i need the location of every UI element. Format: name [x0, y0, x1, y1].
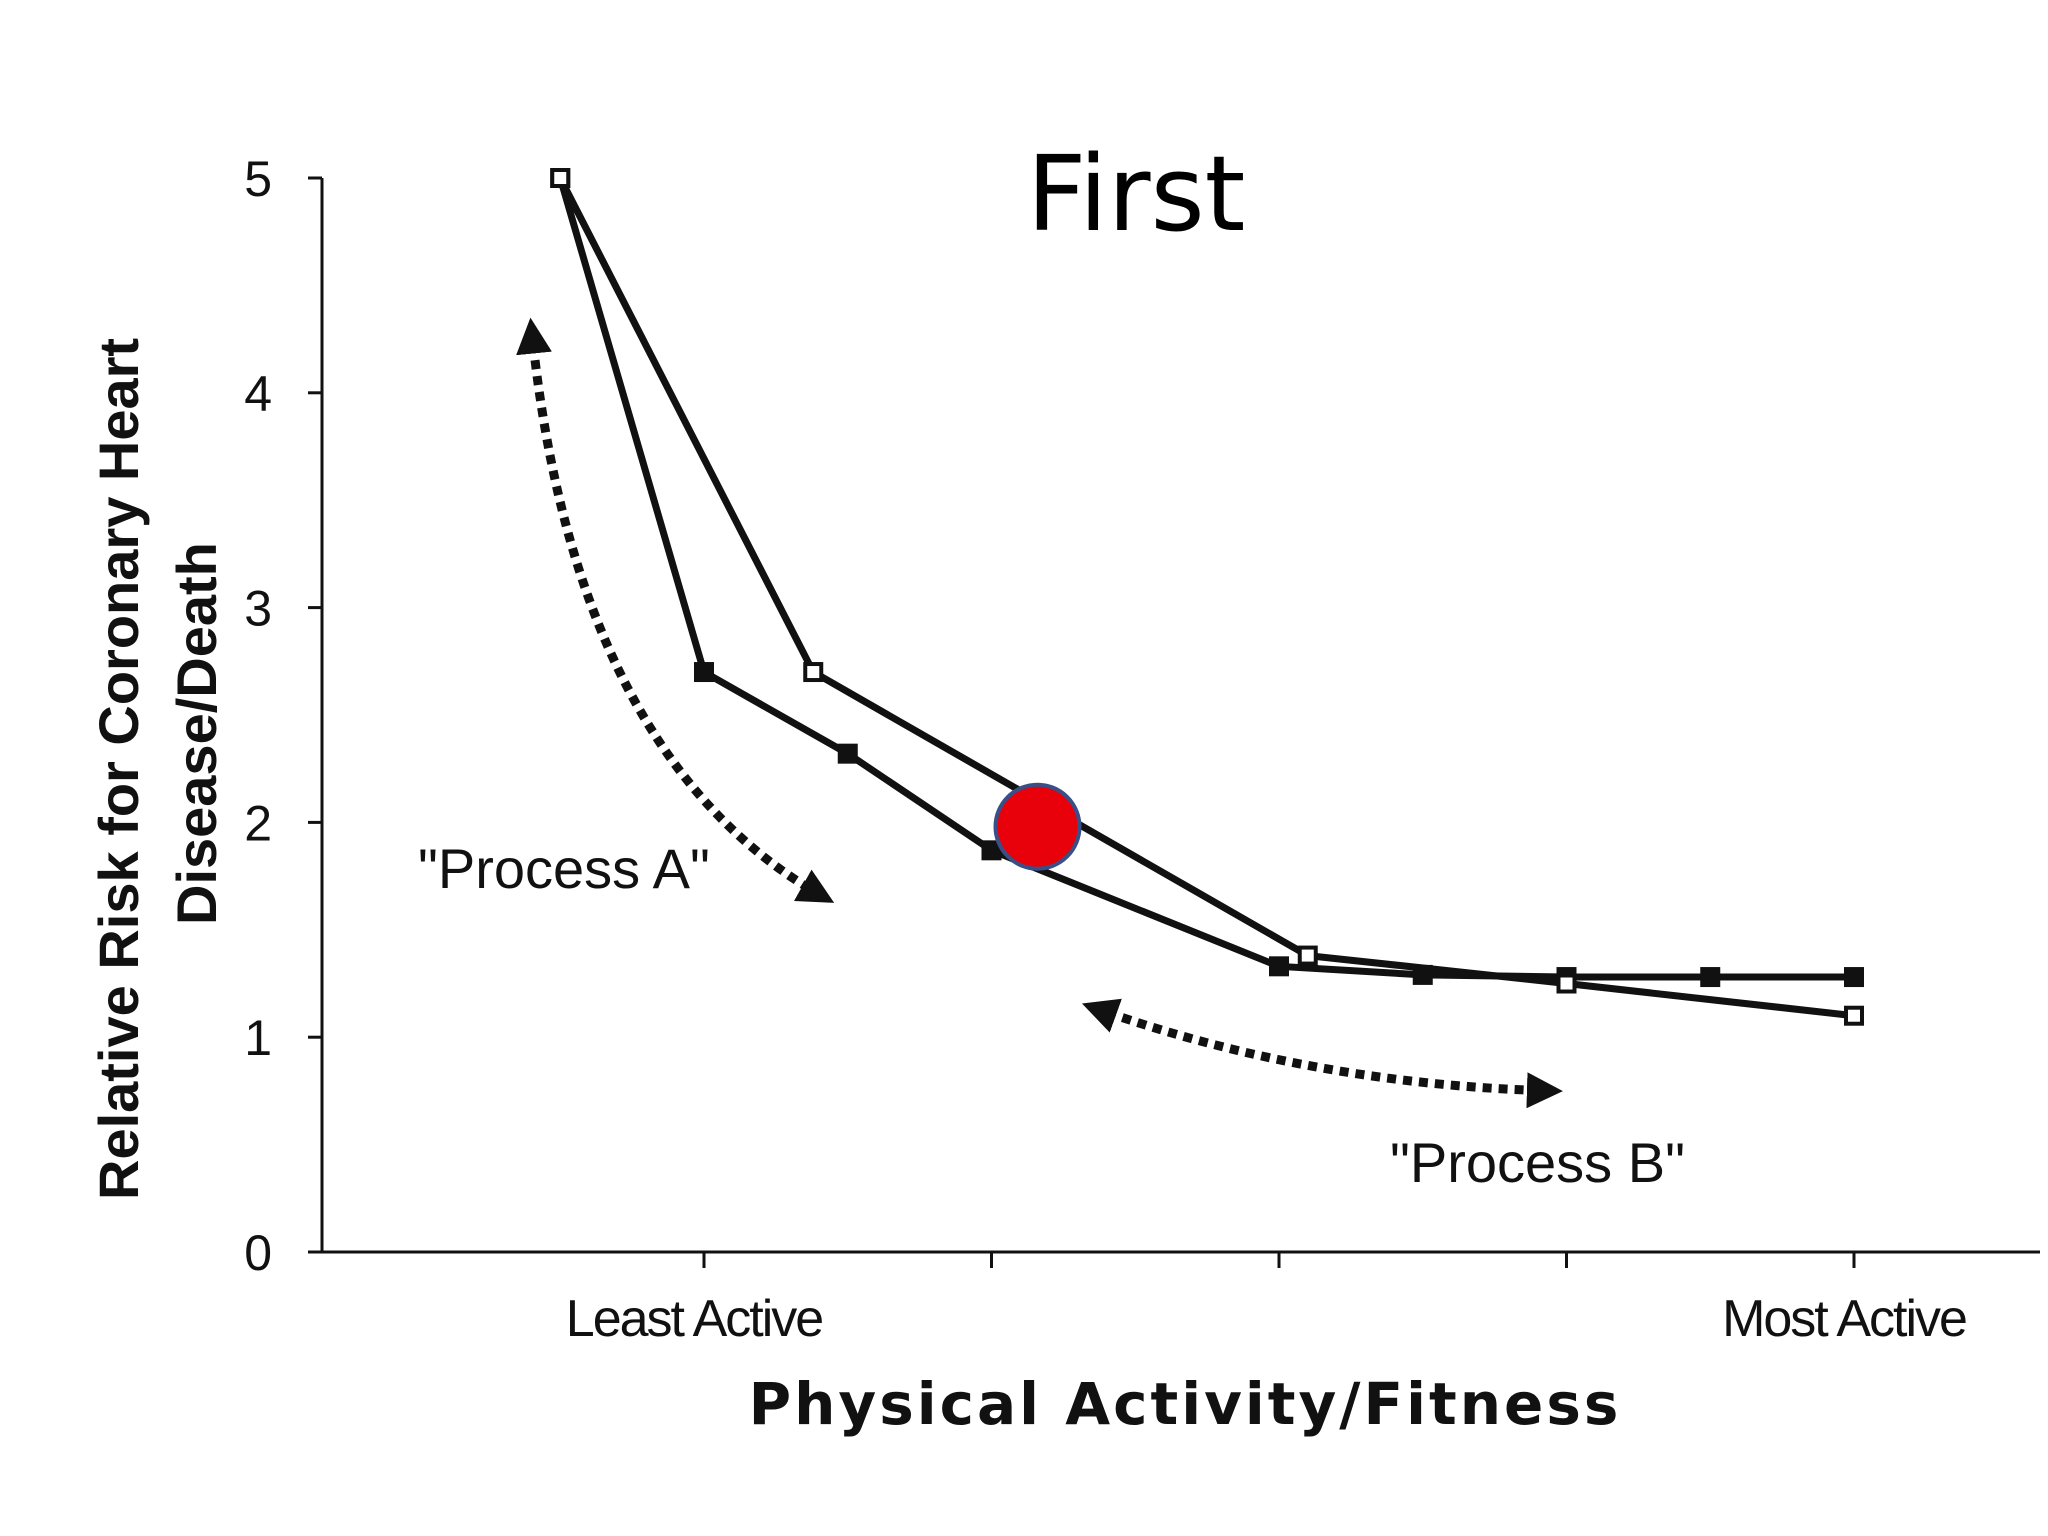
- x-axis-label: Physical Activity/Fitness: [749, 1370, 1622, 1438]
- chart-title: First: [1027, 133, 1246, 255]
- y-tick-labels: 0 1 2 3 4 5: [244, 151, 272, 1281]
- series-2-point: [1844, 1005, 1864, 1026]
- x-label-least-active: Least Active: [566, 1290, 822, 1348]
- x-category-labels: Least Active Most Active: [566, 1290, 1968, 1348]
- series-2-point: [1556, 973, 1577, 994]
- process-b-label: "Process B": [1390, 1131, 1685, 1194]
- series-1-point: [1700, 967, 1721, 988]
- series-1-point: [694, 662, 714, 683]
- series-1-point: [837, 743, 858, 764]
- series-1-point: [1844, 967, 1864, 988]
- series-2-point: [550, 168, 571, 188]
- y-axis-label-line-1: Relative Risk for Coronary Heart: [87, 338, 150, 1200]
- series-layer: [550, 168, 1864, 1026]
- process-a-label: "Process A": [418, 837, 710, 900]
- y-tick-label: 4: [244, 366, 272, 422]
- series-1-point: [981, 840, 1002, 861]
- annotations: "Process A" "Process B": [418, 317, 1685, 1194]
- highlight-point: [993, 782, 1082, 871]
- series-1-line: [556, 177, 1854, 981]
- y-axis-label-line-2: Disease/Death: [165, 542, 228, 925]
- x-label-most-active: Most Active: [1722, 1290, 1966, 1348]
- y-tick-label: 3: [244, 581, 272, 637]
- axes: [308, 176, 2040, 1268]
- process-a-arrow: [516, 317, 835, 903]
- y-tick-label: 1: [244, 1010, 272, 1066]
- y-tick-label: 2: [244, 795, 272, 851]
- y-tick-label: 5: [244, 151, 272, 207]
- series-2-point: [1297, 945, 1318, 966]
- process-b-arrow: [1081, 998, 1563, 1109]
- highlight-layer: [993, 782, 1082, 871]
- series-1-point: [1269, 956, 1289, 977]
- y-tick-label: 0: [244, 1225, 272, 1281]
- series-2-point: [803, 662, 824, 683]
- series-2-line: [557, 176, 1855, 1020]
